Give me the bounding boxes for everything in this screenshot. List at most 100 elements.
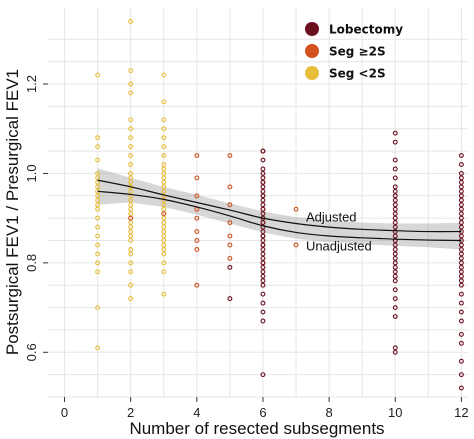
point-seg-2s bbox=[95, 224, 101, 230]
point-lobectomy bbox=[260, 211, 266, 217]
x-axis-title: Number of resected subsegments bbox=[129, 419, 384, 438]
point-lobectomy bbox=[260, 264, 266, 270]
point-seg-2s bbox=[161, 166, 167, 172]
point-lobectomy bbox=[458, 206, 464, 212]
curve-label-unadjusted: Unadjusted bbox=[306, 238, 372, 253]
point-lobectomy bbox=[392, 233, 398, 239]
point-lobectomy bbox=[260, 372, 266, 378]
point-lobectomy bbox=[458, 193, 464, 199]
point-lobectomy bbox=[458, 331, 464, 337]
point-lobectomy bbox=[260, 193, 266, 199]
point-seg-2s bbox=[161, 162, 167, 167]
point-seg-2s bbox=[161, 291, 167, 297]
point-lobectomy bbox=[392, 278, 398, 284]
point-lobectomy bbox=[392, 220, 398, 226]
point-seg-2s bbox=[194, 229, 200, 235]
point-seg-2s bbox=[161, 188, 167, 194]
point-lobectomy bbox=[392, 139, 398, 145]
point-lobectomy bbox=[458, 264, 464, 270]
point-seg-2s bbox=[161, 220, 167, 226]
point-seg-2s bbox=[194, 193, 200, 199]
point-seg-2s bbox=[227, 202, 233, 208]
point-lobectomy bbox=[260, 238, 266, 243]
point-lobectomy bbox=[260, 282, 266, 288]
point-lobectomy bbox=[392, 260, 398, 266]
point-seg-2s bbox=[194, 175, 200, 181]
point-seg-2s bbox=[95, 197, 101, 203]
point-lobectomy bbox=[458, 309, 464, 315]
point-seg-2s bbox=[161, 269, 167, 275]
point-lobectomy bbox=[458, 340, 464, 346]
legend: Lobectomy Seg ≥2S Seg <2S bbox=[305, 22, 403, 81]
point-seg-2s bbox=[161, 72, 167, 78]
point-seg-2s bbox=[128, 238, 134, 243]
point-lobectomy bbox=[458, 170, 464, 176]
axes-layer: 0 2 4 6 8 10 12 0.6 0.8 1.0 1.2 bbox=[24, 75, 469, 420]
point-seg-2s bbox=[95, 251, 101, 257]
point-lobectomy bbox=[458, 202, 464, 208]
point-seg-2s bbox=[95, 242, 101, 248]
point-seg-2s bbox=[128, 117, 134, 123]
point-lobectomy bbox=[260, 188, 266, 194]
point-seg-2s bbox=[95, 157, 101, 163]
point-lobectomy bbox=[260, 246, 266, 252]
point-lobectomy bbox=[458, 260, 464, 266]
point-lobectomy bbox=[392, 166, 398, 172]
point-seg-2s bbox=[95, 170, 101, 176]
point-lobectomy bbox=[392, 188, 398, 194]
point-lobectomy bbox=[392, 251, 398, 257]
point-seg-2s bbox=[161, 260, 167, 266]
point-lobectomy bbox=[392, 273, 398, 279]
point-seg-2s bbox=[128, 202, 134, 208]
point-lobectomy bbox=[458, 242, 464, 248]
point-lobectomy bbox=[392, 345, 398, 351]
point-seg-2s bbox=[128, 215, 134, 221]
point-seg-2s bbox=[128, 175, 134, 181]
point-seg-2s bbox=[128, 229, 134, 235]
point-seg-2s bbox=[95, 135, 101, 141]
point-lobectomy bbox=[260, 179, 266, 185]
point-seg-2s bbox=[128, 206, 134, 212]
point-lobectomy bbox=[260, 148, 266, 154]
point-lobectomy bbox=[392, 296, 398, 302]
point-lobectomy bbox=[458, 372, 464, 378]
point-lobectomy bbox=[260, 202, 266, 208]
point-lobectomy bbox=[458, 224, 464, 230]
point-lobectomy bbox=[458, 220, 464, 226]
confidence-band-layer bbox=[97, 168, 462, 250]
point-lobectomy bbox=[260, 242, 266, 248]
point-lobectomy bbox=[260, 220, 266, 226]
x-tick-label: 2 bbox=[127, 405, 134, 420]
point-seg-2s bbox=[161, 251, 167, 257]
point-lobectomy bbox=[392, 349, 398, 355]
point-lobectomy bbox=[260, 175, 266, 181]
points-layer bbox=[95, 18, 464, 391]
point-seg-2s bbox=[128, 153, 134, 159]
curve-unadjusted bbox=[97, 190, 462, 242]
point-seg-2s bbox=[128, 179, 134, 185]
point-lobectomy bbox=[458, 273, 464, 279]
point-seg-2s bbox=[161, 117, 167, 123]
curve-label-adjusted: Adjusted bbox=[306, 209, 357, 224]
point-seg-2s bbox=[227, 242, 233, 248]
point-lobectomy bbox=[260, 273, 266, 279]
point-lobectomy bbox=[260, 197, 266, 203]
legend-marker-seg-2s bbox=[305, 66, 319, 80]
point-lobectomy bbox=[458, 184, 464, 190]
point-lobectomy bbox=[392, 269, 398, 275]
point-lobectomy bbox=[458, 255, 464, 261]
point-seg-2s bbox=[128, 126, 134, 132]
point-seg-2s bbox=[128, 211, 134, 217]
point-lobectomy bbox=[458, 153, 464, 159]
point-seg-2s bbox=[161, 170, 167, 176]
point-seg-2s bbox=[95, 233, 101, 239]
point-seg-2s bbox=[161, 135, 167, 141]
point-lobectomy bbox=[458, 175, 464, 181]
point-seg-2s bbox=[227, 233, 233, 239]
point-lobectomy bbox=[392, 193, 398, 199]
point-seg-2s bbox=[194, 238, 200, 243]
point-seg-2s bbox=[161, 224, 167, 230]
confidence-band bbox=[97, 168, 462, 250]
point-seg-2s bbox=[161, 144, 167, 150]
point-seg-2s bbox=[128, 162, 134, 167]
